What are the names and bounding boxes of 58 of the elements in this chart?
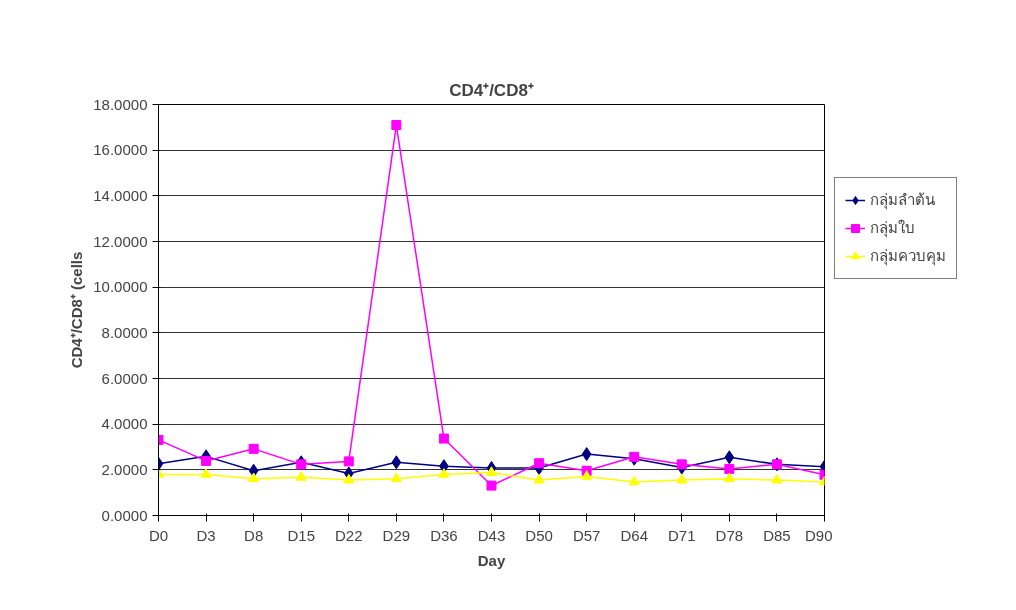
point bbox=[628, 475, 640, 486]
x-tick-label: D29 bbox=[382, 526, 411, 544]
y-tick-label: 0.0000 bbox=[101, 506, 148, 524]
point bbox=[486, 466, 497, 476]
x-tick-label: D36 bbox=[430, 526, 458, 544]
point bbox=[343, 473, 355, 484]
point bbox=[295, 471, 307, 481]
chart-title: CD4⁺/CD8⁺ bbox=[449, 80, 534, 100]
x-tick-label: D78 bbox=[715, 526, 744, 544]
x-tick-label: D22 bbox=[335, 526, 363, 544]
point bbox=[296, 459, 307, 470]
x-tick-label: D71 bbox=[668, 526, 696, 544]
point bbox=[438, 468, 450, 478]
point bbox=[581, 447, 592, 462]
point bbox=[343, 456, 354, 467]
y-tick-label: 14.0000 bbox=[93, 186, 148, 204]
point bbox=[200, 468, 212, 478]
point bbox=[486, 480, 497, 491]
legend-label: กลุ่มควบคุม bbox=[870, 246, 946, 268]
y-tick-label: 4.0000 bbox=[101, 415, 148, 433]
point bbox=[581, 470, 593, 480]
point bbox=[201, 455, 212, 466]
y-tick-label: 8.0000 bbox=[101, 323, 148, 341]
y-axis-title: CD4⁺/CD8⁺ (cells bbox=[68, 251, 86, 369]
point bbox=[723, 472, 735, 483]
x-tick-label: D8 bbox=[244, 526, 264, 544]
point bbox=[724, 463, 735, 474]
point bbox=[771, 473, 783, 484]
point bbox=[390, 472, 402, 483]
y-tick-label: 10.0000 bbox=[93, 278, 148, 296]
point bbox=[391, 455, 402, 470]
point bbox=[534, 458, 545, 469]
y-tick-label: 2.0000 bbox=[101, 460, 148, 478]
y-tick-label: 6.0000 bbox=[101, 369, 148, 387]
point bbox=[533, 473, 545, 484]
x-tick-label: D43 bbox=[477, 526, 506, 544]
point bbox=[248, 443, 259, 454]
y-tick-label: 18.0000 bbox=[93, 95, 148, 113]
y-tick-label: 16.0000 bbox=[93, 141, 148, 159]
point bbox=[248, 472, 260, 483]
legend-label: กลุ่มลำต้น bbox=[870, 190, 935, 212]
x-tick-label: D90 bbox=[804, 526, 833, 544]
x-tick-label: D15 bbox=[287, 526, 315, 544]
point bbox=[724, 450, 735, 465]
x-tick-label: D64 bbox=[620, 526, 648, 544]
x-axis-title: Day bbox=[477, 551, 506, 569]
x-tick-label: D57 bbox=[572, 526, 601, 544]
x-tick-label: D0 bbox=[148, 526, 169, 544]
y-tick-label: 12.0000 bbox=[93, 232, 148, 250]
point bbox=[629, 451, 640, 462]
x-tick-label: D50 bbox=[525, 526, 553, 544]
x-tick-label: D85 bbox=[763, 526, 791, 544]
legend-label: กลุ่มใบ bbox=[870, 218, 915, 240]
point bbox=[438, 433, 449, 444]
point bbox=[676, 473, 688, 484]
x-tick-label: D3 bbox=[196, 526, 216, 544]
point bbox=[676, 459, 687, 470]
point bbox=[391, 120, 402, 131]
